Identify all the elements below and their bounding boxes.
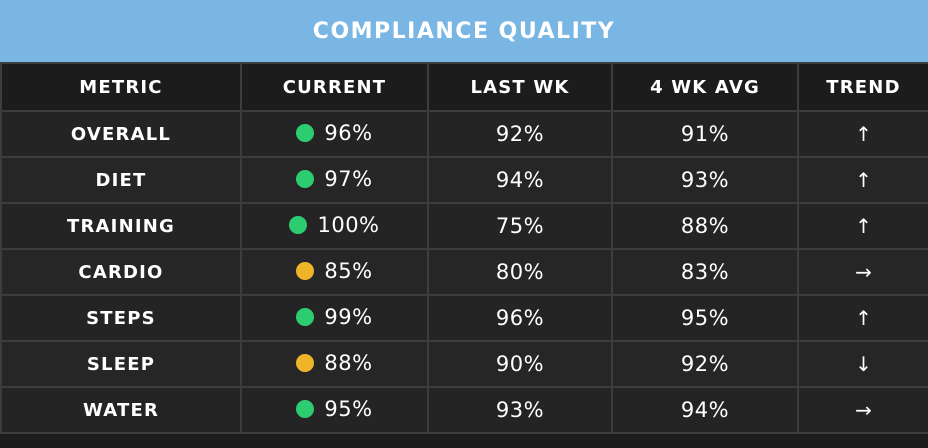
metric-name: TRAINING xyxy=(0,202,242,250)
current-cell: 97% xyxy=(240,156,429,204)
column-header-current: CURRENT xyxy=(240,62,429,112)
table-row: OVERALL 96% 92% 91% ↑ xyxy=(0,110,928,158)
arrow-up-icon: ↑ xyxy=(797,294,928,342)
table-header-row: METRIC CURRENT LAST WK 4 WK AVG TREND xyxy=(0,62,928,112)
current-cell: 85% xyxy=(240,248,429,296)
column-header-last-wk: LAST WK xyxy=(427,62,613,112)
current-value: 95% xyxy=(324,397,373,421)
4wk-avg-value: 93% xyxy=(611,156,799,204)
current-cell: 96% xyxy=(240,110,429,158)
status-good-dot-icon xyxy=(296,400,315,418)
current-cell: 100% xyxy=(240,202,429,250)
status-good-dot-icon xyxy=(296,170,315,188)
4wk-avg-value: 92% xyxy=(611,340,799,388)
last-wk-value: 90% xyxy=(427,340,613,388)
column-header-trend: TREND xyxy=(797,62,928,112)
panel-title: COMPLIANCE QUALITY xyxy=(0,0,928,62)
current-value: 96% xyxy=(324,121,373,145)
status-good-dot-icon xyxy=(296,308,315,326)
metric-name: SLEEP xyxy=(0,340,242,388)
table-row: WATER 95% 93% 94% → xyxy=(0,386,928,434)
4wk-avg-value: 88% xyxy=(611,202,799,250)
current-value: 99% xyxy=(324,305,373,329)
4wk-avg-value: 95% xyxy=(611,294,799,342)
arrow-up-icon: ↑ xyxy=(797,110,928,158)
metric-name: OVERALL xyxy=(0,110,242,158)
current-value-group: 96% xyxy=(296,121,372,145)
current-value-group: 97% xyxy=(296,167,372,191)
last-wk-value: 92% xyxy=(427,110,613,158)
table-row: TRAINING 100% 75% 88% ↑ xyxy=(0,202,928,250)
status-good-dot-icon xyxy=(296,124,315,142)
current-value: 100% xyxy=(317,213,380,237)
current-value-group: 100% xyxy=(289,213,379,237)
4wk-avg-value: 83% xyxy=(611,248,799,296)
column-header-metric: METRIC xyxy=(0,62,242,112)
current-value-group: 88% xyxy=(296,351,372,375)
metric-name: WATER xyxy=(0,386,242,434)
last-wk-value: 80% xyxy=(427,248,613,296)
arrow-down-icon: ↓ xyxy=(797,340,928,388)
table-row: SLEEP 88% 90% 92% ↓ xyxy=(0,340,928,388)
4wk-avg-value: 91% xyxy=(611,110,799,158)
current-value-group: 99% xyxy=(296,305,372,329)
status-good-dot-icon xyxy=(289,216,308,234)
table-row: STEPS 99% 96% 95% ↑ xyxy=(0,294,928,342)
table-row: CARDIO 85% 80% 83% → xyxy=(0,248,928,296)
current-value: 85% xyxy=(324,259,373,283)
status-warn-dot-icon xyxy=(296,262,315,280)
arrow-up-icon: ↑ xyxy=(797,202,928,250)
last-wk-value: 93% xyxy=(427,386,613,434)
current-cell: 95% xyxy=(240,386,429,434)
arrow-right-icon: → xyxy=(797,386,928,434)
column-header-4wk-avg: 4 WK AVG xyxy=(611,62,799,112)
arrow-up-icon: ↑ xyxy=(797,156,928,204)
metric-name: CARDIO xyxy=(0,248,242,296)
4wk-avg-value: 94% xyxy=(611,386,799,434)
last-wk-value: 75% xyxy=(427,202,613,250)
status-warn-dot-icon xyxy=(296,354,315,372)
current-value: 97% xyxy=(324,167,373,191)
last-wk-value: 96% xyxy=(427,294,613,342)
metric-name: STEPS xyxy=(0,294,242,342)
current-cell: 99% xyxy=(240,294,429,342)
current-value: 88% xyxy=(324,351,373,375)
metric-name: DIET xyxy=(0,156,242,204)
last-wk-value: 94% xyxy=(427,156,613,204)
table-row: DIET 97% 94% 93% ↑ xyxy=(0,156,928,204)
current-value-group: 95% xyxy=(296,397,372,421)
compliance-table: METRIC CURRENT LAST WK 4 WK AVG TREND OV… xyxy=(0,62,928,434)
current-value-group: 85% xyxy=(296,259,372,283)
arrow-right-icon: → xyxy=(797,248,928,296)
current-cell: 88% xyxy=(240,340,429,388)
